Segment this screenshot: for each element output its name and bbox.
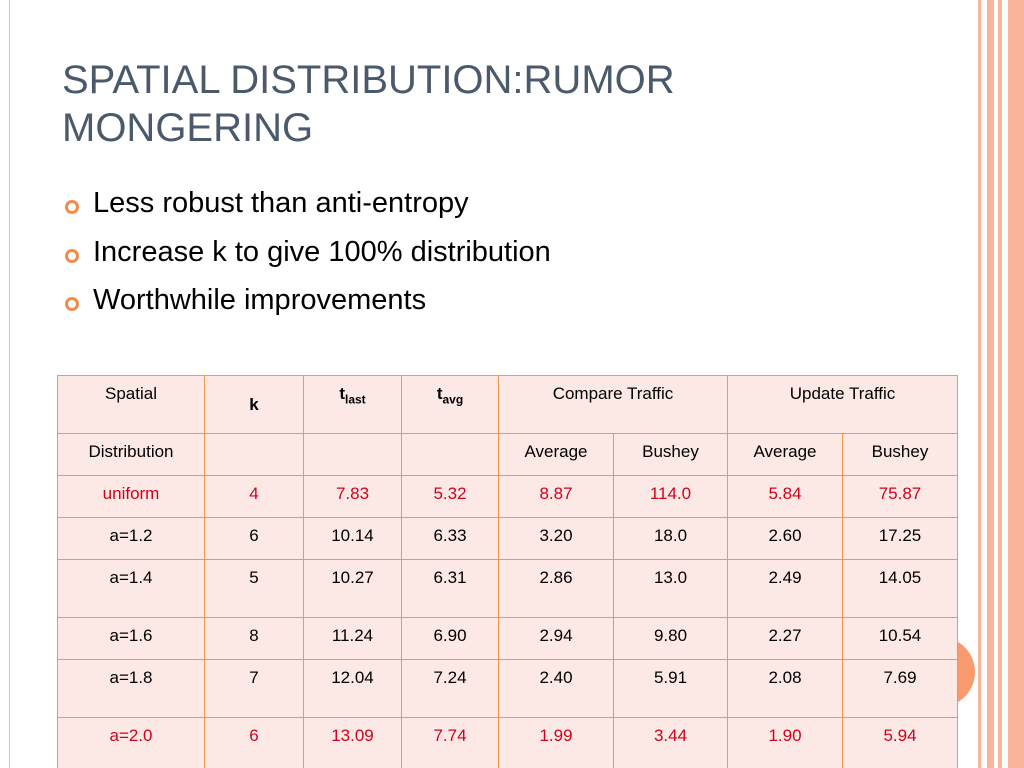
empty-cell (401, 433, 499, 476)
table-cell: 2.49 (727, 559, 843, 618)
data-table: Spatial k tlast tavg Compare Traffic Upd… (57, 375, 958, 768)
header-cell: Average (498, 433, 614, 476)
table-cell: 3.44 (613, 717, 728, 768)
header-cell: Bushey (842, 433, 958, 476)
header-cell: Distribution (57, 433, 205, 476)
decor-stripe (987, 0, 994, 768)
decor-stripe (1008, 0, 1024, 768)
header-cell: Average (727, 433, 843, 476)
table-cell: 1.99 (498, 717, 614, 768)
table-cell: 114.0 (613, 475, 728, 518)
table-cell: 9.80 (613, 617, 728, 660)
table-cell: 2.60 (727, 517, 843, 560)
decor-line (9, 0, 10, 768)
table-cell: 5.94 (842, 717, 958, 768)
table-cell: 5.32 (401, 475, 499, 518)
table-cell: 5 (204, 559, 304, 618)
table-cell: a=1.2 (57, 517, 205, 560)
table-cell: 7.24 (401, 659, 499, 718)
table-cell: 2.27 (727, 617, 843, 660)
table-cell: 2.08 (727, 659, 843, 718)
header-cell: Spatial (57, 375, 205, 434)
header-row: Spatial k tlast tavg Compare Traffic Upd… (57, 375, 958, 434)
header-symbol: t (436, 384, 443, 403)
header-cell: Update Traffic (727, 375, 958, 434)
table-cell: 4 (204, 475, 304, 518)
table-cell: 13.09 (303, 717, 402, 768)
table-cell: 7.74 (401, 717, 499, 768)
table-cell: 12.04 (303, 659, 402, 718)
subheader-row: Distribution Average Bushey Average Bush… (57, 433, 958, 476)
table-cell: uniform (57, 475, 205, 518)
bullet-list: Less robust than anti-entropy Increase k… (62, 187, 551, 333)
table-cell: 10.54 (842, 617, 958, 660)
table-cell: 5.91 (613, 659, 728, 718)
bullet: Increase k to give 100% distribution (62, 236, 551, 285)
header-cell: tavg (401, 375, 499, 434)
table-cell: 17.25 (842, 517, 958, 560)
table-cell: 10.27 (303, 559, 402, 618)
table-cell: 6.31 (401, 559, 499, 618)
table-cell: 14.05 (842, 559, 958, 618)
header-cell: k (204, 375, 304, 434)
header-subscript: last (344, 392, 366, 407)
table-cell: 18.0 (613, 517, 728, 560)
bullet: Worthwhile improvements (62, 284, 551, 333)
table-cell: a=1.4 (57, 559, 205, 618)
table-cell: 10.14 (303, 517, 402, 560)
table-cell: 5.84 (727, 475, 843, 518)
table-cell: 8 (204, 617, 304, 660)
slide-title: SPATIAL DISTRIBUTION:RUMOR MONGERING (62, 58, 675, 150)
table-cell: 7.83 (303, 475, 402, 518)
empty-cell (204, 433, 304, 476)
table-cell: 8.87 (498, 475, 614, 518)
table-cell: 6 (204, 717, 304, 768)
table-cell: 2.94 (498, 617, 614, 660)
table-cell: 7 (204, 659, 304, 718)
table-cell: 2.86 (498, 559, 614, 618)
table-row: uniform 4 7.83 5.32 8.87 114.0 5.84 75.87 (57, 475, 958, 518)
table-row: a=1.4 5 10.27 6.31 2.86 13.0 2.49 14.05 (57, 559, 958, 618)
decor-stripe (998, 0, 1002, 768)
table-cell: a=1.6 (57, 617, 205, 660)
header-cell: Bushey (613, 433, 728, 476)
header-symbol: t (339, 384, 345, 403)
empty-cell (303, 433, 402, 476)
bullet: Less robust than anti-entropy (62, 187, 551, 236)
table-row: a=1.8 7 12.04 7.24 2.40 5.91 2.08 7.69 (57, 659, 958, 718)
table-cell: a=1.8 (57, 659, 205, 718)
header-cell: tlast (303, 375, 402, 434)
table-cell: 7.69 (842, 659, 958, 718)
table-cell: 6.90 (401, 617, 499, 660)
table-cell: 3.20 (498, 517, 614, 560)
table-cell: 6.33 (401, 517, 499, 560)
table-cell: 75.87 (842, 475, 958, 518)
decor-stripe (978, 0, 981, 768)
table-row: a=1.2 6 10.14 6.33 3.20 18.0 2.60 17.25 (57, 517, 958, 560)
header-subscript: avg (442, 392, 464, 407)
table-cell: 11.24 (303, 617, 402, 660)
table-cell: 13.0 (613, 559, 728, 618)
table-cell: a=2.0 (57, 717, 205, 768)
table-cell: 6 (204, 517, 304, 560)
table-cell: 1.90 (727, 717, 843, 768)
table-cell: 2.40 (498, 659, 614, 718)
table-row: a=2.0 6 13.09 7.74 1.99 3.44 1.90 5.94 (57, 717, 958, 768)
header-cell: Compare Traffic (498, 375, 728, 434)
table-row: a=1.6 8 11.24 6.90 2.94 9.80 2.27 10.54 (57, 617, 958, 660)
